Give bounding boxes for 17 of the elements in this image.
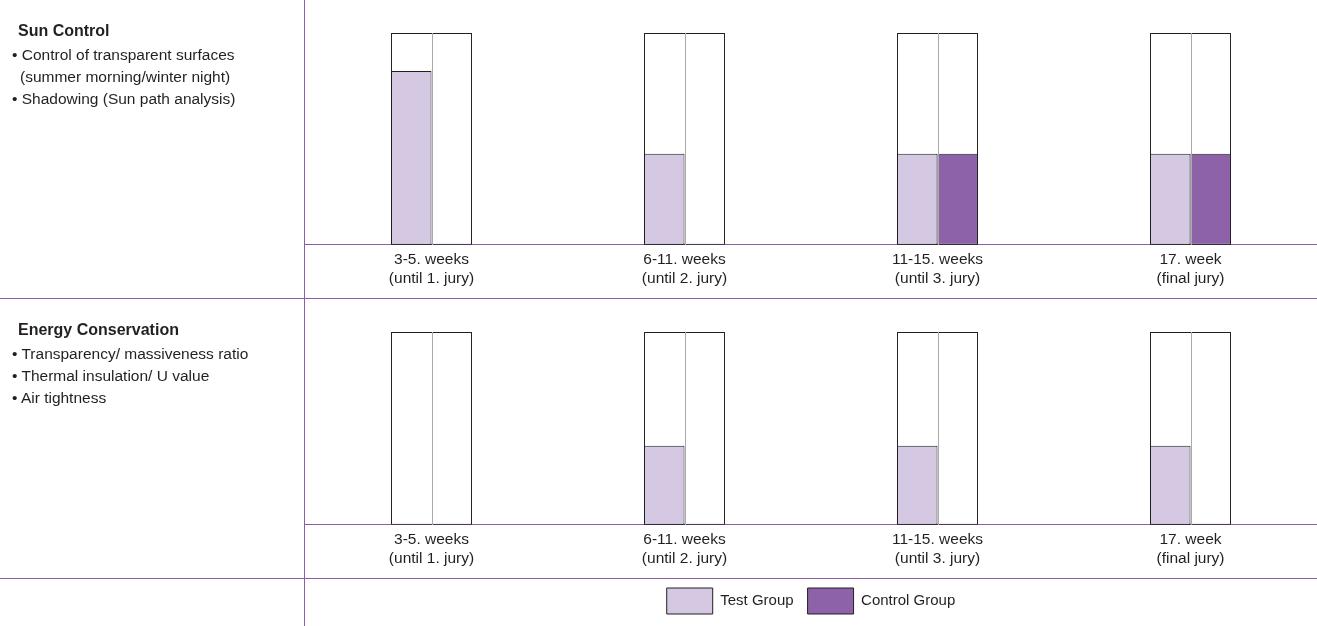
x-tick-label: 6-11. weeks (until 2. jury) — [641, 250, 728, 286]
text: • Shadowing (Sun path analysis) — [12, 89, 237, 109]
x-tick-label: 11-15. weeks (until 3. jury) — [891, 250, 984, 286]
legend-label: Test Group — [720, 591, 794, 609]
text: Energy Conservation — [18, 321, 180, 339]
text: • Air tightness — [12, 388, 108, 408]
x-tick-label: 17. week (final jury) — [1156, 250, 1225, 286]
x-tick-label: 3-5. weeks (until 1. jury) — [388, 250, 475, 286]
x-tick-label: 17. week (final jury) — [1156, 530, 1225, 566]
text: • Thermal insulation/ U value — [12, 366, 211, 386]
x-tick-label: 6-11. weeks (until 2. jury) — [641, 530, 728, 566]
text: Sun Control — [18, 22, 111, 40]
x-tick-label: 11-15. weeks (until 3. jury) — [891, 530, 984, 566]
text: • Control of transparent surfaces (summer morning/winter night) — [12, 45, 236, 87]
legend-label: Control Group — [861, 591, 956, 609]
text: • Transparency/ massiveness ratio — [12, 344, 250, 364]
x-tick-label: 3-5. weeks (until 1. jury) — [388, 530, 475, 566]
